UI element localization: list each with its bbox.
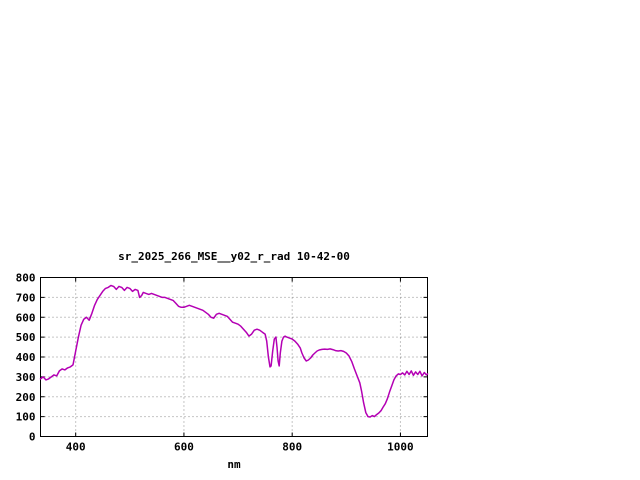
y-tick-label: 0 (29, 431, 36, 444)
x-tick-label: 1000 (387, 441, 414, 454)
y-tick-label: 600 (16, 311, 36, 324)
chart-title: sr_2025_266_MSE__y02_r_rad 10-42-00 (118, 250, 350, 263)
y-tick-label: 400 (16, 351, 36, 364)
spectrum-line (39, 284, 429, 418)
x-tick-label: 800 (282, 441, 302, 454)
y-tick-label: 800 (16, 272, 36, 285)
x-tick-label: 600 (174, 441, 194, 454)
y-tick-label: 700 (16, 291, 36, 304)
y-tick-label: 200 (16, 391, 36, 404)
y-tick-label: 100 (16, 411, 36, 424)
x-axis-label: nm (227, 458, 241, 471)
x-tick-label: 400 (66, 441, 86, 454)
y-tick-label: 300 (16, 371, 36, 384)
y-tick-label: 500 (16, 331, 36, 344)
